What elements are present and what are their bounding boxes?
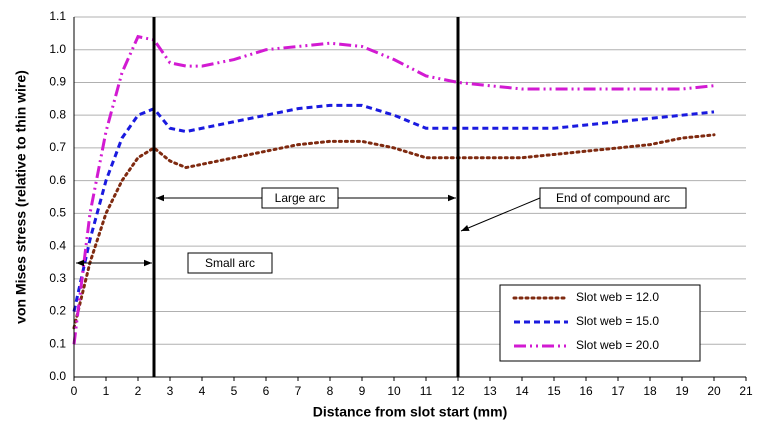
x-tick-label: 19 (675, 384, 689, 398)
plot-area (72, 34, 716, 345)
y-tick-label: 0.9 (49, 75, 66, 89)
legend-label: Slot web = 20.0 (576, 338, 659, 352)
y-tick-label: 1.0 (49, 42, 66, 56)
series-line (72, 34, 715, 345)
x-tick-label: 15 (547, 384, 561, 398)
x-tick-label: 5 (231, 384, 238, 398)
x-tick-label: 7 (295, 384, 302, 398)
y-axis-title: von Mises stress (relative to thin wire) (13, 70, 29, 324)
annotation-label: End of compound arc (556, 191, 670, 205)
x-tick-label: 17 (611, 384, 625, 398)
grid (74, 16, 746, 378)
x-tick-label: 18 (643, 384, 657, 398)
y-tick-label: 0.0 (49, 369, 66, 383)
x-tick-label: 14 (515, 384, 529, 398)
series-line (72, 103, 715, 312)
x-tick-label: 11 (420, 384, 433, 398)
x-axis-title: Distance from slot start (mm) (313, 404, 507, 420)
series-line (72, 133, 716, 330)
legend-label: Slot web = 12.0 (576, 290, 659, 304)
x-tick-label: 10 (387, 384, 401, 398)
x-tick-label: 16 (579, 384, 593, 398)
x-tick-label: 13 (483, 384, 497, 398)
x-tick-label: 8 (327, 384, 334, 398)
annotation-label: Large arc (275, 191, 326, 205)
x-tick-label: 6 (263, 384, 270, 398)
x-tick-label: 2 (135, 384, 142, 398)
y-tick-label: 0.2 (49, 304, 66, 318)
x-tick-label: 1 (103, 384, 110, 398)
y-tick-label: 0.1 (49, 336, 66, 350)
legend-label: Slot web = 15.0 (576, 314, 659, 328)
y-tick-label: 0.6 (49, 173, 66, 187)
y-tick-label: 0.7 (49, 140, 66, 154)
annotation-box (261, 187, 339, 209)
y-tick-label: 0.5 (49, 206, 66, 220)
y-tick-label: 0.8 (49, 107, 66, 121)
y-tick-label: 0.4 (49, 238, 66, 252)
x-tick-label: 12 (451, 384, 465, 398)
x-tick-label: 9 (359, 384, 366, 398)
x-tick-label: 21 (739, 384, 753, 398)
annotation-arrow (460, 197, 541, 232)
x-tick-label: 4 (199, 384, 206, 398)
annotation-box (187, 252, 273, 274)
x-tick-label: 3 (167, 384, 174, 398)
x-tick-label: 0 (71, 384, 78, 398)
x-tick-label: 20 (707, 384, 721, 398)
y-tick-label: 1.1 (49, 9, 66, 23)
annotation-label: Small arc (205, 256, 255, 270)
y-tick-label: 0.3 (49, 271, 66, 285)
